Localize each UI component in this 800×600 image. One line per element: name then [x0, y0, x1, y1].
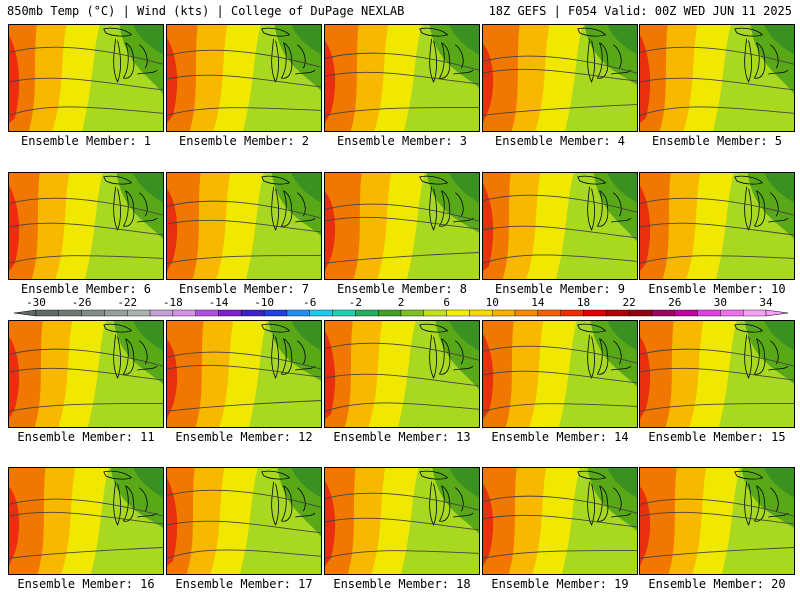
- ensemble-member-label: Ensemble Member: 20: [648, 577, 786, 591]
- colorbar-tick-label: 10: [486, 296, 499, 309]
- ensemble-member-label: Ensemble Member: 15: [648, 430, 786, 444]
- ensemble-member-label: Ensemble Member: 2: [178, 134, 310, 148]
- colorbar-segment: [742, 309, 767, 317]
- ensemble-member-map: [324, 172, 480, 280]
- ensemble-member-label: Ensemble Member: 8: [336, 282, 468, 296]
- ensemble-member-map: [166, 24, 322, 132]
- colorbar-overflow-arrow: [765, 309, 789, 317]
- colorbar-segment: [81, 309, 105, 317]
- ensemble-member-label: Ensemble Member: 19: [491, 577, 629, 591]
- ensemble-member-label: Ensemble Member: 9: [494, 282, 626, 296]
- colorbar-tick-label: -26: [72, 296, 92, 309]
- colorbar-tick-label: 2: [398, 296, 405, 309]
- colorbar-segment: [332, 309, 356, 317]
- ensemble-member-map: [8, 467, 164, 575]
- ensemble-member-map: [639, 24, 795, 132]
- colorbar-tick-label: -2: [349, 296, 362, 309]
- colorbar-tick-label: 14: [531, 296, 545, 309]
- ensemble-member-label: Ensemble Member: 6: [20, 282, 152, 296]
- ensemble-member-map: [639, 320, 795, 428]
- ensemble-member-label: Ensemble Member: 16: [17, 577, 155, 591]
- ensemble-member-label: Ensemble Member: 3: [336, 134, 468, 148]
- ensemble-member-label: Ensemble Member: 1: [20, 134, 152, 148]
- colorbar-segment: [149, 309, 174, 317]
- ensemble-member-map: [482, 320, 638, 428]
- colorbar-tick-label: 26: [668, 296, 681, 309]
- colorbar-segment: [218, 309, 242, 317]
- colorbar-segment: [606, 309, 630, 317]
- ensemble-member-map: [324, 24, 480, 132]
- colorbar-segment: [355, 309, 379, 317]
- colorbar-segment: [400, 309, 425, 317]
- ensemble-member-label: Ensemble Member: 11: [17, 430, 155, 444]
- colorbar-segment: [697, 309, 721, 317]
- colorbar-segment: [286, 309, 310, 317]
- ensemble-member-map: [166, 467, 322, 575]
- ensemble-member-label: Ensemble Member: 7: [178, 282, 310, 296]
- colorbar-segment: [492, 309, 516, 317]
- colorbar-tick-label: -10: [254, 296, 274, 309]
- colorbar-tick-label: 22: [623, 296, 636, 309]
- ensemble-member-map: [166, 320, 322, 428]
- temperature-colorbar: -30-26-22-18-14-10-6-2261014182226303438…: [13, 296, 789, 317]
- map-title: 850mb Temp (°C) | Wind (kts) | College o…: [7, 4, 405, 18]
- ensemble-member-map: [482, 172, 638, 280]
- colorbar-segment: [58, 309, 82, 317]
- colorbar-underflow-arrow: [13, 309, 37, 317]
- ensemble-member-label: Ensemble Member: 14: [491, 430, 629, 444]
- ensemble-member-map: [324, 320, 480, 428]
- colorbar-segment: [514, 309, 539, 317]
- colorbar-segment: [127, 309, 151, 317]
- ensemble-member-map: [8, 172, 164, 280]
- colorbar-tick-label: -30: [26, 296, 46, 309]
- colorbar-segment: [35, 309, 60, 317]
- colorbar-segment: [537, 309, 561, 317]
- ensemble-member-map: [324, 467, 480, 575]
- colorbar-segment: [628, 309, 653, 317]
- ensemble-member-label: Ensemble Member: 18: [333, 577, 471, 591]
- colorbar-tick-label: 6: [443, 296, 450, 309]
- colorbar-segment: [583, 309, 607, 317]
- ensemble-member-map: [166, 172, 322, 280]
- colorbar-segment: [263, 309, 288, 317]
- ensemble-member-label: Ensemble Member: 13: [333, 430, 471, 444]
- ensemble-member-label: Ensemble Member: 10: [648, 282, 786, 296]
- ensemble-member-map: [639, 172, 795, 280]
- colorbar-segment: [309, 309, 333, 317]
- ensemble-member-label: Ensemble Member: 5: [651, 134, 783, 148]
- colorbar-tick-label: 34: [759, 296, 773, 309]
- ensemble-member-map: [482, 467, 638, 575]
- colorbar-segment: [377, 309, 402, 317]
- ensemble-member-label: Ensemble Member: 4: [494, 134, 626, 148]
- ensemble-member-label: Ensemble Member: 12: [175, 430, 313, 444]
- colorbar-tick-label: 30: [714, 296, 727, 309]
- colorbar-segment: [423, 309, 447, 317]
- colorbar-segment: [674, 309, 698, 317]
- colorbar-segment: [720, 309, 744, 317]
- colorbar-segment: [446, 309, 470, 317]
- colorbar-segment: [469, 309, 493, 317]
- ensemble-member-map: [8, 24, 164, 132]
- ensemble-member-map: [639, 467, 795, 575]
- colorbar-segment: [195, 309, 219, 317]
- ensemble-member-map: [482, 24, 638, 132]
- model-run-valid-time: 18Z GEFS | F054 Valid: 00Z WED JUN 11 20…: [488, 4, 792, 18]
- colorbar-segment: [241, 309, 265, 317]
- colorbar-segment: [651, 309, 675, 317]
- colorbar-segment: [104, 309, 128, 317]
- colorbar-tick-label: -22: [117, 296, 137, 309]
- colorbar-tick-label: -6: [303, 296, 316, 309]
- ensemble-member-map: [8, 320, 164, 428]
- colorbar-tick-label: -18: [163, 296, 183, 309]
- colorbar-segment: [172, 309, 196, 317]
- colorbar-tick-label: 18: [577, 296, 590, 309]
- colorbar-tick-label: -14: [209, 296, 229, 309]
- ensemble-member-label: Ensemble Member: 17: [175, 577, 313, 591]
- colorbar-segment: [560, 309, 584, 317]
